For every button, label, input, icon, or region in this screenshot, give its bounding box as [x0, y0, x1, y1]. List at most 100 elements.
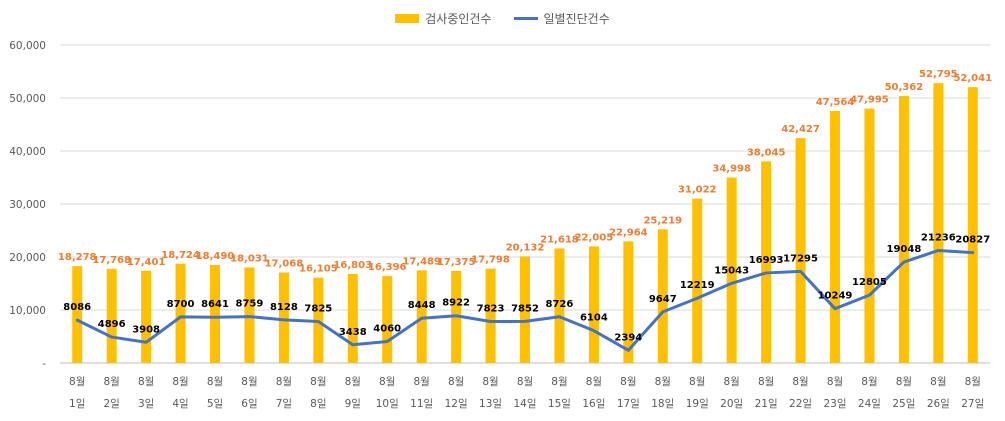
- bar-data-label: 52,795: [919, 69, 958, 80]
- bar-data-label: 47,995: [850, 95, 889, 106]
- bar-data-label: 17,489: [402, 256, 441, 267]
- line-data-label: 4060: [373, 323, 401, 334]
- bar: [72, 266, 83, 363]
- line-data-label: 4896: [98, 319, 126, 330]
- bar-data-label: 31,022: [678, 185, 717, 196]
- line-data-label: 8128: [270, 302, 298, 313]
- bar-data-label: 18,724: [161, 250, 200, 261]
- x-tick-label-month: 8월: [551, 376, 567, 388]
- x-tick-label-month: 8월: [413, 376, 429, 388]
- x-tick-label-day: 11일: [410, 397, 433, 410]
- x-tick-label-month: 8월: [310, 376, 326, 388]
- x-tick-label-day: 21일: [755, 397, 778, 410]
- bar: [106, 268, 117, 363]
- bar: [864, 108, 875, 364]
- bar: [761, 161, 772, 363]
- bar-data-label: 21,618: [540, 234, 579, 245]
- x-tick-label-day: 15일: [548, 397, 571, 410]
- bar: [933, 83, 944, 364]
- x-tick-label-day: 6일: [241, 397, 257, 410]
- series-line: [75, 248, 975, 352]
- line-data-label: 17295: [783, 253, 818, 264]
- x-tick-label-month: 8월: [517, 376, 533, 388]
- bar: [967, 87, 978, 363]
- legend-item-bars: 검사중인건수: [395, 10, 492, 27]
- x-tick-label-month: 8월: [723, 376, 739, 388]
- x-tick-label-month: 8월: [69, 376, 85, 388]
- line-data-label: 8641: [201, 299, 229, 310]
- x-tick-label-day: 5일: [207, 397, 223, 410]
- x-tick-label-month: 8월: [448, 376, 464, 388]
- line-data-label: 9647: [649, 294, 677, 305]
- bar-data-label: 16,105: [299, 264, 338, 275]
- x-tick-label-day: 23일: [823, 397, 846, 410]
- x-tick-label-day: 19일: [686, 397, 709, 410]
- line-data-label: 6104: [580, 313, 608, 324]
- chart-legend: 검사중인건수 일별진단건수: [0, 10, 1005, 27]
- x-tick-label-day: 13일: [479, 397, 502, 410]
- bar: [726, 177, 737, 363]
- bar-data-label: 17,768: [92, 255, 131, 266]
- line-data-label: 16993: [749, 255, 784, 266]
- x-tick-label-month: 8월: [345, 376, 361, 388]
- x-tick-label-day: 7일: [276, 397, 292, 410]
- y-tick-label: 20,000: [9, 252, 46, 264]
- x-tick-label-month: 8월: [896, 376, 912, 388]
- x-tick-label-day: 26일: [927, 397, 950, 410]
- x-tick-label-day: 14일: [513, 397, 536, 410]
- bar-data-label: 52,041: [953, 73, 992, 84]
- y-tick-label: 60,000: [9, 40, 46, 52]
- line-data-label: 8726: [546, 299, 574, 310]
- bar-data-label: 18,278: [58, 252, 97, 263]
- line-data-label: 8086: [63, 302, 91, 313]
- bar: [588, 246, 599, 363]
- bar-data-label: 20,132: [506, 242, 545, 253]
- y-tick-label: 30,000: [9, 199, 46, 211]
- x-tick-label-month: 8월: [930, 376, 946, 388]
- y-tick-label: 50,000: [9, 93, 46, 105]
- bar: [416, 270, 427, 363]
- line-data-label: 3438: [339, 327, 367, 338]
- x-tick-label-month: 8월: [586, 376, 602, 388]
- line-data-label: 8700: [167, 299, 195, 310]
- x-tick-label-month: 8월: [827, 376, 843, 388]
- bar-data-label: 42,427: [781, 124, 820, 135]
- x-tick-label-day: 18일: [651, 397, 674, 410]
- x-tick-label-month: 8월: [689, 376, 705, 388]
- x-tick-label-day: 9일: [345, 397, 361, 410]
- x-tick-label-day: 20일: [720, 397, 743, 410]
- bar-data-label: 22,964: [609, 227, 648, 238]
- line-data-label: 12805: [852, 277, 887, 288]
- bar-data-label: 22,005: [575, 232, 614, 243]
- x-tick-label-day: 22일: [789, 397, 812, 410]
- x-tick-label-month: 8월: [379, 376, 395, 388]
- x-tick-label-month: 8월: [758, 376, 774, 388]
- line-data-label: 3908: [132, 324, 160, 335]
- bar-data-label: 50,362: [885, 82, 924, 93]
- bar-data-label: 16,396: [368, 262, 407, 273]
- bar: [795, 138, 806, 363]
- line-data-label: 15043: [714, 265, 749, 276]
- line-data-label: 10249: [818, 291, 853, 302]
- x-tick-label-day: 25일: [892, 397, 915, 410]
- bar: [657, 229, 668, 363]
- bar: [347, 273, 358, 363]
- x-tick-label-day: 10일: [376, 397, 399, 410]
- x-tick-label-day: 1일: [69, 397, 85, 410]
- bar: [210, 265, 220, 363]
- line-data-label: 7825: [304, 304, 332, 315]
- x-tick-label-month: 8월: [241, 376, 257, 388]
- bar-data-label: 17,068: [265, 259, 304, 270]
- bar-data-label: 47,564: [816, 97, 855, 108]
- x-tick-label-month: 8월: [792, 376, 808, 388]
- line-data-label: 12219: [680, 280, 715, 291]
- x-tick-label-month: 8월: [103, 376, 119, 388]
- bar-data-label: 17,798: [471, 255, 510, 266]
- line-data-label: 8922: [442, 298, 470, 309]
- bar-data-label: 17,375: [437, 257, 476, 268]
- legend-swatch-line: [513, 17, 538, 20]
- x-tick-label-day: 27일: [961, 397, 984, 410]
- x-tick-label-day: 16일: [582, 397, 605, 410]
- x-tick-label-day: 8일: [310, 397, 326, 410]
- y-tick-label: -: [42, 358, 46, 370]
